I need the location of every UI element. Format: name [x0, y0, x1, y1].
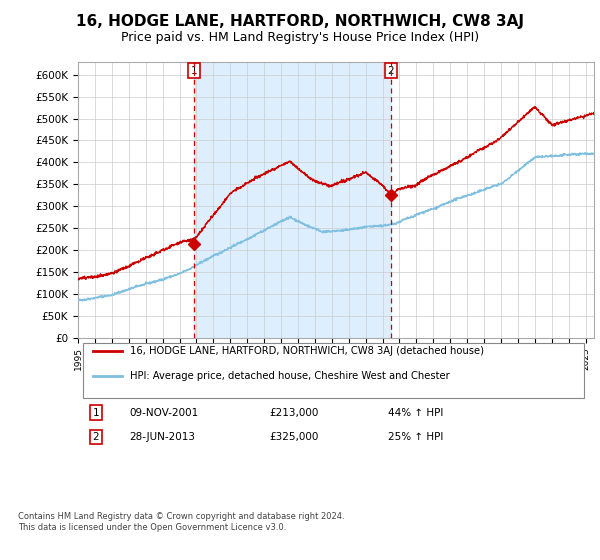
FancyBboxPatch shape	[83, 343, 584, 398]
Text: 1: 1	[93, 408, 100, 418]
Text: 1: 1	[191, 66, 197, 76]
Text: 2: 2	[388, 66, 394, 76]
Text: 28-JUN-2013: 28-JUN-2013	[130, 432, 196, 442]
Text: £325,000: £325,000	[269, 432, 318, 442]
Text: HPI: Average price, detached house, Cheshire West and Chester: HPI: Average price, detached house, Ches…	[130, 371, 449, 381]
Bar	[194, 62, 391, 338]
Text: 25% ↑ HPI: 25% ↑ HPI	[388, 432, 443, 442]
Text: 2: 2	[93, 432, 100, 442]
Text: 09-NOV-2001: 09-NOV-2001	[130, 408, 199, 418]
Text: Price paid vs. HM Land Registry's House Price Index (HPI): Price paid vs. HM Land Registry's House …	[121, 31, 479, 44]
Text: 16, HODGE LANE, HARTFORD, NORTHWICH, CW8 3AJ: 16, HODGE LANE, HARTFORD, NORTHWICH, CW8…	[76, 14, 524, 29]
Text: Contains HM Land Registry data © Crown copyright and database right 2024.
This d: Contains HM Land Registry data © Crown c…	[18, 512, 344, 532]
Text: 44% ↑ HPI: 44% ↑ HPI	[388, 408, 443, 418]
Text: £213,000: £213,000	[269, 408, 318, 418]
Text: 16, HODGE LANE, HARTFORD, NORTHWICH, CW8 3AJ (detached house): 16, HODGE LANE, HARTFORD, NORTHWICH, CW8…	[130, 346, 484, 356]
